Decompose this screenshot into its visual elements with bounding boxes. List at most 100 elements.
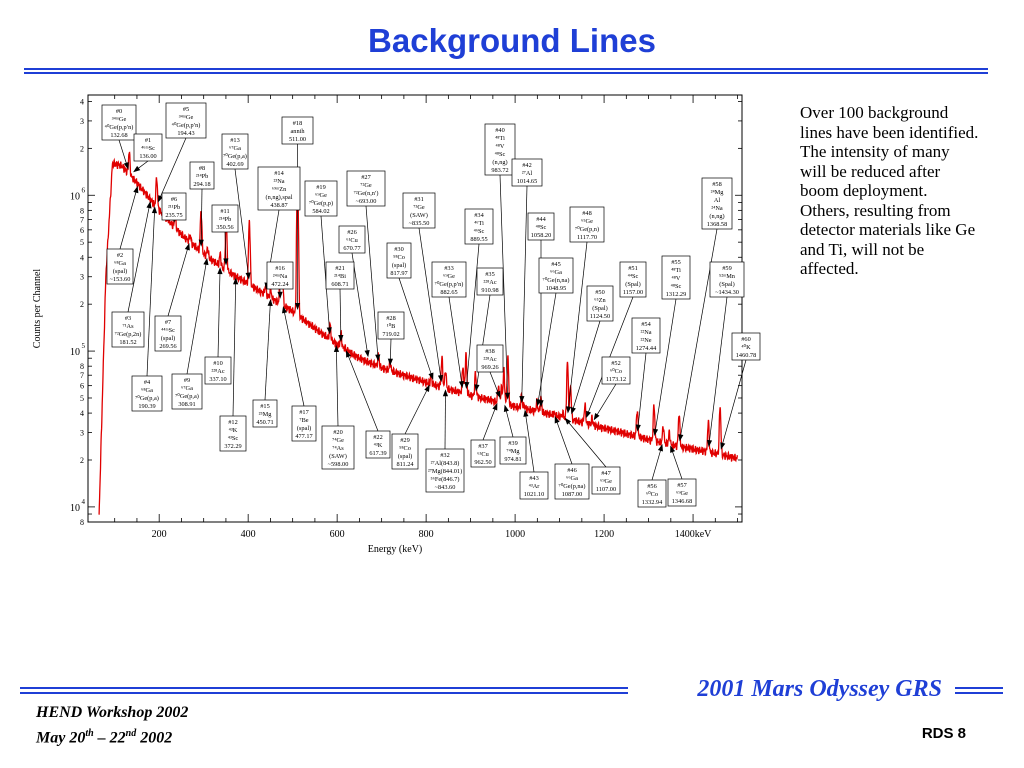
date-pre: May 20 [36, 729, 86, 747]
annotation-leader [556, 420, 573, 465]
annotation-arrowhead [198, 239, 204, 247]
annotation-label: ²⁴ᵐNa [273, 273, 288, 280]
annotation-label: 477.17 [295, 433, 312, 440]
annotation-arrowhead [375, 354, 381, 362]
annotation-leader [654, 298, 677, 432]
annotation-label: 1014.65 [517, 178, 537, 185]
annotation-label: ⁷Be [299, 417, 308, 424]
date-post: 2002 [136, 729, 173, 747]
y-tick-label: 8 [80, 518, 84, 527]
annotation-box [631, 317, 661, 354]
annotation-label: ⁴⁴Sc [628, 273, 639, 280]
annotation-label: ⁴⁸Sc [671, 283, 682, 290]
slide-title: Background Lines [368, 22, 656, 59]
date-sup-1: th [85, 728, 94, 739]
annotation-label: ~843.60 [435, 484, 456, 491]
annotation-label: #55 [671, 259, 680, 266]
annotation-label: 1460.78 [736, 352, 756, 359]
annotation-label: 181.52 [119, 339, 136, 346]
annotation-leader [119, 190, 137, 250]
annotation-label: ⁷⁰Ge(p,p) [309, 200, 333, 207]
annotation-label: ⁶⁰Co [610, 368, 622, 375]
y-tick-label: 4 [80, 253, 84, 262]
y-tick-label: 6 [80, 382, 84, 391]
annotation-label: #22 [373, 434, 382, 441]
annotation-arrowhead [564, 417, 572, 425]
annotation-arrowhead [277, 291, 283, 299]
annotation-arrowhead [504, 392, 511, 400]
annotation-box [291, 405, 317, 442]
annotation-box [431, 261, 467, 298]
annotation-label: 1346.68 [672, 498, 692, 505]
annotation-leader [568, 241, 588, 409]
annotation-label: (spal) [297, 425, 311, 432]
annotation-label: 889.55 [470, 236, 487, 243]
annotation-box [377, 311, 405, 340]
annotation-box [464, 208, 494, 245]
workshop-name: HEND Workshop 2002 [36, 704, 189, 721]
annotation-label: 438.87 [270, 202, 287, 209]
annotation-label: ⁴⁸V [496, 143, 505, 150]
annotation-label: ⁶⁸Ga [114, 260, 126, 267]
annotation-leader [708, 296, 728, 443]
y-tick-label: 3 [80, 117, 84, 126]
annotation-label: 962.50 [474, 459, 491, 466]
annotation-label: #3 [125, 315, 131, 322]
annotation-label: 372.29 [224, 443, 241, 450]
annotation-label: ~153.60 [110, 276, 131, 283]
annotation-label: #37 [478, 443, 487, 450]
annotation-label: #33 [444, 265, 453, 272]
x-tick-label: 800 [419, 529, 434, 540]
annotation-label: Al [714, 197, 721, 204]
annotation-label: ⁷⁴As [332, 445, 344, 452]
annotation-label: ⁴⁰Ge(p,p′n) [172, 122, 201, 129]
annotation-label: ⁴⁶Sc [474, 228, 485, 235]
annotation-arrowhead [364, 349, 370, 358]
annotation-arrowhead [326, 327, 332, 335]
annotation-box [189, 161, 215, 190]
annotation-arrowhead [345, 350, 351, 358]
annotation-arrowhead [458, 380, 465, 389]
annotation-box [257, 166, 301, 211]
annotation-label: ²²⁸Ac [483, 356, 497, 363]
annotation-label: #1 [145, 137, 151, 144]
annotation-box [538, 257, 574, 294]
annotation-label: ~693.00 [356, 198, 377, 205]
annotation-label: #19 [316, 184, 325, 191]
annotation-label: #58 [712, 181, 721, 188]
annotation-label: #10 [213, 360, 222, 367]
annotation-box [338, 225, 366, 254]
annotation-leader [398, 277, 432, 376]
annotation-leader [320, 215, 330, 330]
x-tick-label: 600 [330, 529, 345, 540]
annotation-label: ⁷⁴Ge [332, 437, 344, 444]
brand-bar-left [20, 687, 628, 689]
annotation-arrowhead [267, 298, 273, 307]
annotation-box [391, 433, 419, 470]
annotation-label: #18 [293, 120, 302, 127]
annotation-label: #31 [414, 196, 423, 203]
annotation-label: 617.39 [369, 450, 386, 457]
annotation-arrowhead [151, 206, 158, 214]
annotation-label: ⁶⁸Ga [141, 387, 153, 394]
annotation-leader [118, 139, 128, 165]
annotation-label: ⁶⁷Ga [229, 145, 241, 152]
annotation-arrowhead [233, 277, 239, 285]
annotation-arrowhead [706, 439, 713, 448]
y-decade-exponent: 4 [82, 498, 86, 506]
annotation-label: ⁴³K [374, 442, 383, 449]
annotation-label: 882.65 [440, 289, 457, 296]
annotation-leader [167, 247, 189, 317]
annotation-arrowhead [146, 201, 152, 209]
annotation-label: ⁴⁸V [672, 275, 681, 282]
annotation-label: #21 [335, 265, 344, 272]
annotation-label: 584.02 [312, 208, 329, 215]
annotation-box [476, 344, 504, 373]
annotation-arrowhead [203, 257, 209, 266]
annotation-label: #20 [333, 429, 342, 436]
annotation-label: ²¹⁴Bi [334, 273, 346, 280]
annotation-label: 1124.50 [590, 313, 610, 320]
annotation-label: (n,ng) [492, 159, 507, 166]
y-tick-label: 7 [80, 371, 84, 380]
annotation-label: #52 [611, 360, 620, 367]
